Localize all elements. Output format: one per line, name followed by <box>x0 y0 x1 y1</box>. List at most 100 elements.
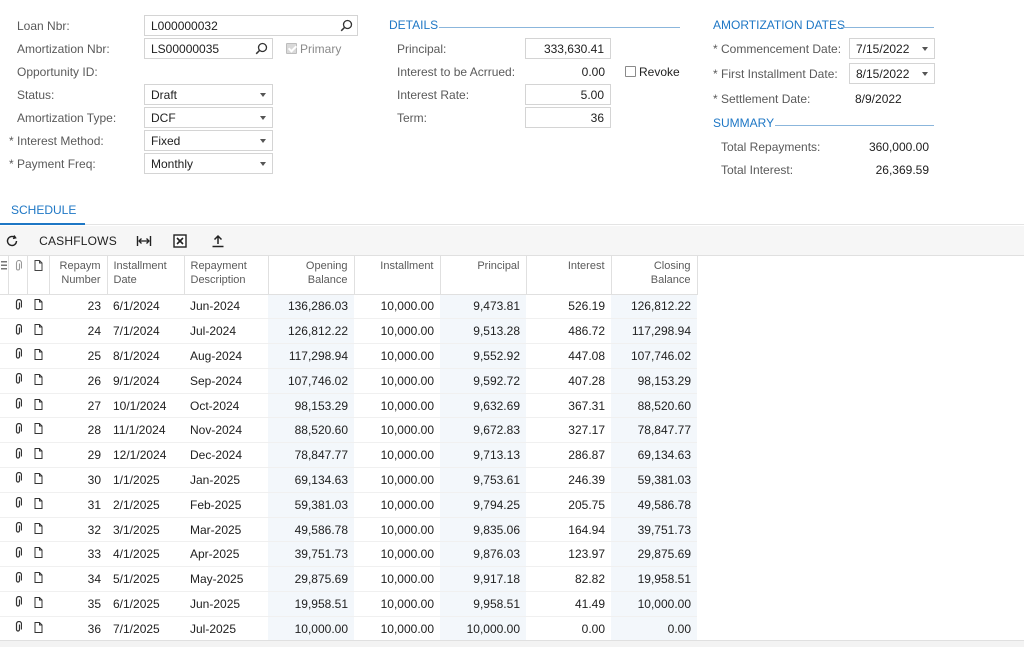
table-row[interactable]: 33 4/1/2025 Apr-2025 39,751.73 10,000.00 9,87… <box>0 541 697 568</box>
cell-principal: 9,958.51 <box>440 591 526 617</box>
document-icon[interactable] <box>27 517 49 543</box>
tab-bar: SCHEDULE <box>0 196 1024 225</box>
col-header-installment[interactable]: Installment <box>354 256 441 295</box>
document-icon[interactable] <box>27 318 49 345</box>
document-icon[interactable] <box>27 294 49 320</box>
table-row[interactable]: 32 3/1/2025 Mar-2025 49,586.78 10,000.00 9,83… <box>0 517 697 543</box>
table-row[interactable]: 28 11/1/2024 Nov-2024 88,520.60 10,000.00 9,6… <box>0 417 697 444</box>
primary-checkbox[interactable] <box>286 43 297 54</box>
row-selector-cell[interactable] <box>0 368 8 394</box>
paperclip-icon[interactable] <box>8 616 27 642</box>
principal-field[interactable]: 333,630.41 <box>525 38 611 59</box>
row-selector-cell[interactable] <box>0 442 8 469</box>
cell-installment: 10,000.00 <box>354 616 440 642</box>
term-field[interactable]: 36 <box>525 107 611 128</box>
opportunity-label: Opportunity ID: <box>17 65 98 79</box>
revoke-checkbox[interactable] <box>625 66 636 77</box>
row-selector-cell[interactable] <box>0 492 8 518</box>
interest-rate-field[interactable]: 5.00 <box>525 84 611 105</box>
table-row[interactable]: 24 7/1/2024 Jul-2024 126,812.22 10,000.00 9,5… <box>0 318 697 345</box>
document-icon[interactable] <box>27 417 49 444</box>
table-row[interactable]: 31 2/1/2025 Feb-2025 59,381.03 10,000.00 9,79… <box>0 492 697 518</box>
row-selector-cell[interactable] <box>0 417 8 444</box>
row-selector-header[interactable] <box>0 256 9 295</box>
interest-method-select[interactable]: Fixed <box>144 130 273 151</box>
table-row[interactable]: 25 8/1/2024 Aug-2024 117,298.94 10,000.00 9,5… <box>0 343 697 369</box>
row-selector-cell[interactable] <box>0 318 8 345</box>
document-icon[interactable] <box>27 566 49 593</box>
document-icon[interactable] <box>27 616 49 642</box>
table-row[interactable]: 27 10/1/2024 Oct-2024 98,153.29 10,000.00 9,6… <box>0 393 697 419</box>
table-row[interactable]: 34 5/1/2025 May-2025 29,875.69 10,000.00 9,91… <box>0 566 697 593</box>
amort-nbr-field[interactable]: LS00000035 <box>144 38 273 59</box>
paperclip-icon[interactable] <box>8 417 27 444</box>
row-selector-cell[interactable] <box>0 393 8 419</box>
row-selector-cell[interactable] <box>0 591 8 617</box>
row-selector-cell[interactable] <box>0 343 8 369</box>
col-header-closing-balance[interactable]: Closing Balance <box>611 256 698 295</box>
horizontal-scrollbar[interactable] <box>0 640 1024 647</box>
document-icon[interactable] <box>27 393 49 419</box>
principal-label: Principal: <box>397 42 447 56</box>
document-icon[interactable] <box>27 492 49 518</box>
upload-button[interactable] <box>206 226 230 256</box>
first-installment-date-picker[interactable]: 8/15/2022 <box>849 63 935 84</box>
paperclip-icon[interactable] <box>8 343 27 369</box>
commencement-date-picker[interactable]: 7/15/2022 <box>849 38 935 59</box>
row-selector-cell[interactable] <box>0 467 8 493</box>
paperclip-icon[interactable] <box>8 541 27 568</box>
document-icon[interactable] <box>27 541 49 568</box>
row-selector-cell[interactable] <box>0 294 8 320</box>
search-icon[interactable] <box>340 19 353 32</box>
row-selector-cell[interactable] <box>0 566 8 593</box>
cell-closing-balance: 69,134.63 <box>611 442 697 469</box>
tab-schedule[interactable]: SCHEDULE <box>0 196 85 225</box>
search-icon[interactable] <box>255 42 268 55</box>
col-header-description[interactable]: Repayment Description <box>184 256 269 295</box>
document-icon[interactable] <box>27 442 49 469</box>
row-selector-cell[interactable] <box>0 616 8 642</box>
document-icon[interactable] <box>27 343 49 369</box>
paperclip-icon[interactable] <box>8 442 27 469</box>
row-selector-cell[interactable] <box>0 517 8 543</box>
col-header-principal[interactable]: Principal <box>440 256 527 295</box>
table-row[interactable]: 29 12/1/2024 Dec-2024 78,847.77 10,000.00 9,7… <box>0 442 697 469</box>
amort-dates-divider <box>841 27 934 28</box>
cell-number: 27 <box>49 393 107 419</box>
amort-type-select[interactable]: DCF <box>144 107 273 128</box>
cashflows-button[interactable]: CASHFLOWS <box>36 226 120 256</box>
paperclip-icon[interactable] <box>8 294 27 320</box>
paperclip-icon[interactable] <box>8 393 27 419</box>
col-header-description-line1: Repayment <box>190 260 247 272</box>
paperclip-icon[interactable] <box>8 467 27 493</box>
paperclip-icon[interactable] <box>8 492 27 518</box>
export-excel-button[interactable] <box>168 226 192 256</box>
document-icon[interactable] <box>27 368 49 394</box>
paperclip-icon[interactable] <box>8 517 27 543</box>
table-row[interactable]: 23 6/1/2024 Jun-2024 136,286.03 10,000.00 9,4… <box>0 294 697 320</box>
paperclip-icon[interactable] <box>8 566 27 593</box>
document-icon[interactable] <box>27 591 49 617</box>
table-row[interactable]: 36 7/1/2025 Jul-2025 10,000.00 10,000.00 10,0… <box>0 616 697 642</box>
status-select[interactable]: Draft <box>144 84 273 105</box>
document-icon[interactable] <box>27 467 49 493</box>
loan-nbr-field[interactable]: L000000032 <box>144 15 358 36</box>
cell-opening-balance: 98,153.29 <box>268 393 354 419</box>
paperclip-icon[interactable] <box>8 591 27 617</box>
refresh-button[interactable] <box>0 226 24 256</box>
row-selector-cell[interactable] <box>0 541 8 568</box>
cell-description: Mar-2025 <box>184 517 268 543</box>
table-row[interactable]: 35 6/1/2025 Jun-2025 19,958.51 10,000.00 9,95… <box>0 591 697 617</box>
col-header-installment-date[interactable]: Installment Date <box>107 256 185 295</box>
col-header-number[interactable]: Repaym Number <box>49 256 108 295</box>
table-row[interactable]: 30 1/1/2025 Jan-2025 69,134.63 10,000.00 9,75… <box>0 467 697 493</box>
paperclip-icon[interactable] <box>8 368 27 394</box>
cell-installment-date: 2/1/2025 <box>107 492 184 518</box>
col-header-opening-balance[interactable]: Opening Balance <box>268 256 355 295</box>
table-row[interactable]: 26 9/1/2024 Sep-2024 107,746.02 10,000.00 9,5… <box>0 368 697 394</box>
col-header-interest[interactable]: Interest <box>526 256 612 295</box>
paperclip-icon[interactable] <box>8 318 27 345</box>
fit-columns-button[interactable] <box>132 226 156 256</box>
payment-freq-select[interactable]: Monthly <box>144 153 273 174</box>
cell-closing-balance: 59,381.03 <box>611 467 697 493</box>
